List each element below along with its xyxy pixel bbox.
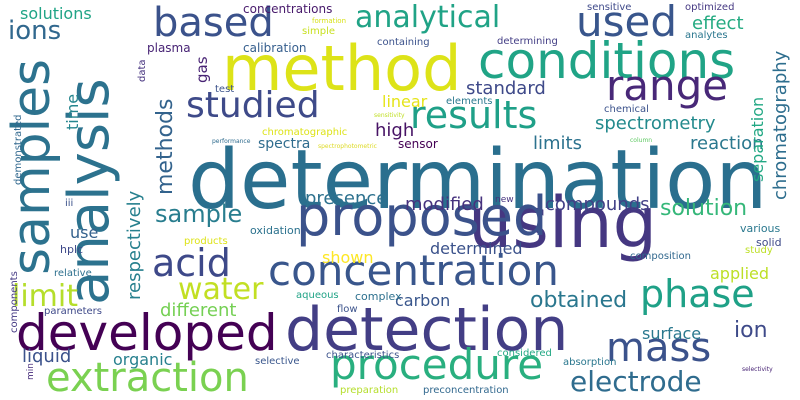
word-determined: determined [430, 239, 523, 258]
word-sensitive: sensitive [587, 2, 632, 13]
word-extraction: extraction [46, 355, 249, 400]
word-preparation: preparation [340, 385, 399, 396]
word-containing: containing [377, 37, 430, 48]
word-gas: gas [193, 56, 211, 83]
word-plasma: plasma [147, 41, 191, 55]
word-characteristics: characteristics [326, 350, 400, 361]
word-method: method [222, 32, 462, 105]
word-sensor: sensor [398, 137, 438, 151]
word-limit: limit [12, 279, 78, 314]
word-considered: considered [497, 348, 552, 359]
word-spectra: spectra [258, 136, 311, 152]
word-optimized: optimized [685, 2, 735, 13]
word-solutions: solutions [20, 4, 92, 23]
word-data: data [137, 59, 148, 82]
word-selectivity: selectivity [742, 366, 773, 373]
word-composition: composition [630, 251, 691, 262]
word-chromatographic: chromatographic [262, 127, 348, 138]
word-concentrations: concentrations [243, 2, 333, 16]
word-determination: determination [188, 133, 768, 228]
word-carbon: carbon [395, 291, 451, 310]
word-water: water [178, 272, 264, 307]
word-determining: determining [497, 36, 558, 47]
word-simple: simple [302, 26, 336, 37]
word-chromatography: chromatography [770, 50, 791, 200]
word-products: products [184, 236, 228, 247]
word-aqueous: aqueous [296, 290, 339, 301]
word-preconcentration: preconcentration [423, 385, 509, 396]
word-procedure: procedure [330, 340, 544, 389]
word-high: high [375, 120, 415, 141]
word-study: study [745, 245, 773, 256]
word-modified: modified [405, 194, 484, 215]
word-conditions: conditions [478, 32, 736, 90]
word-column: column [630, 137, 653, 144]
word-analytical: analytical [355, 0, 501, 35]
word-developed: developed [16, 304, 278, 362]
word-proposed: proposed [296, 185, 548, 248]
word-reaction: reaction [690, 133, 764, 154]
word-based: based [153, 0, 274, 46]
word-sensitivity: sensitivity [374, 112, 405, 119]
word-mass: mass [606, 325, 712, 371]
word-demonstrated: demonstrated [13, 114, 24, 186]
word-hplc: hplc [60, 243, 84, 256]
word-test: test [215, 84, 235, 95]
word-spectrophotometric: spectrophotometric [318, 143, 377, 150]
word-results: results [410, 93, 538, 137]
word-detection: detection [285, 295, 569, 365]
word-compounds: compounds [545, 194, 650, 215]
word-studied: studied [186, 85, 320, 126]
word-ion: ion [734, 318, 768, 343]
word-iii: iii [65, 198, 74, 209]
word-using: using [468, 182, 658, 264]
word-applied: applied [710, 264, 770, 283]
word-selective: selective [255, 356, 300, 367]
word-phase: phase [640, 272, 755, 316]
word-relative: relative [54, 268, 92, 279]
word-different: different [160, 300, 237, 321]
word-time: time [63, 93, 82, 130]
word-methods: methods [153, 98, 178, 195]
word-sample: sample [155, 200, 243, 228]
word-shown: shown [322, 248, 374, 267]
word-chemical: chemical [604, 104, 649, 115]
word-electrode: electrode [570, 365, 702, 398]
word-standard: standard [466, 78, 546, 99]
word-separation: separation [748, 96, 767, 182]
word-oxidation: oxidation [250, 224, 301, 237]
word-new: new [495, 195, 514, 205]
word-obtained: obtained [530, 288, 628, 313]
word-use: use [70, 223, 99, 242]
word-linear: linear [382, 92, 428, 111]
word-analytes: analytes [685, 30, 728, 41]
word-concentration: concentration [268, 246, 559, 295]
word-min: min [26, 363, 36, 380]
word-solution: solution [660, 196, 748, 221]
word-limits: limits [533, 133, 582, 154]
word-liquid: liquid [22, 346, 72, 367]
word-ions: ions [8, 16, 62, 46]
word-effect: effect [692, 13, 744, 34]
word-absorption: absorption [563, 357, 617, 368]
word-flow: flow [337, 304, 358, 315]
word-surface: surface [642, 324, 702, 343]
word-organic: organic [113, 350, 173, 369]
word-various: various [740, 222, 781, 235]
word-formation: formation [312, 17, 347, 25]
word-solid: solid [756, 236, 782, 249]
word-presence: presence [305, 188, 388, 209]
word-performance: performance [212, 138, 251, 145]
word-spectrometry: spectrometry [595, 113, 716, 134]
word-calibration: calibration [243, 41, 307, 55]
word-acid: acid [152, 241, 231, 285]
word-used: used [576, 0, 678, 46]
word-respectively: respectively [124, 190, 145, 300]
word-parameters: parameters [44, 306, 103, 317]
word-complex: complex [355, 290, 402, 303]
word-components: components [9, 271, 20, 333]
word-elements: elements [446, 96, 493, 107]
word-range: range [606, 61, 729, 110]
